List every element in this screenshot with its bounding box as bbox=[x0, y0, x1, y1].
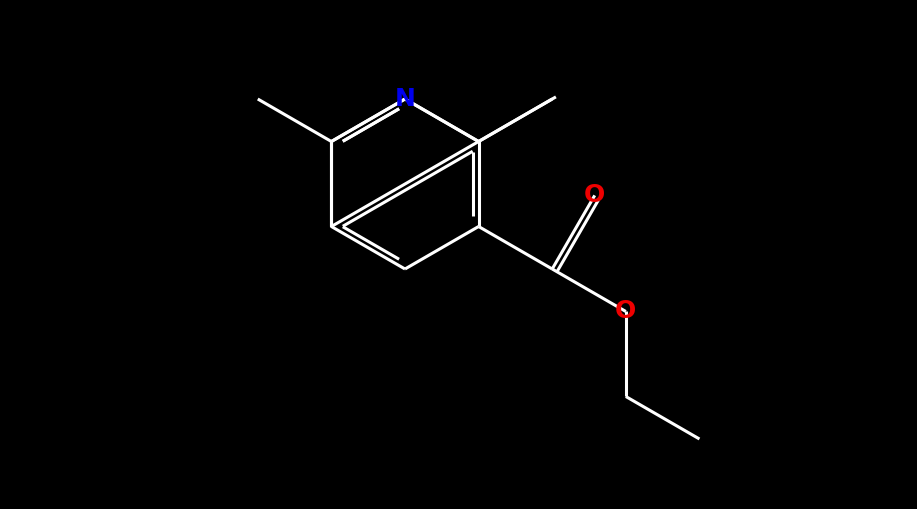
Text: O: O bbox=[584, 183, 605, 207]
Text: N: N bbox=[394, 87, 415, 111]
Text: O: O bbox=[615, 299, 636, 324]
